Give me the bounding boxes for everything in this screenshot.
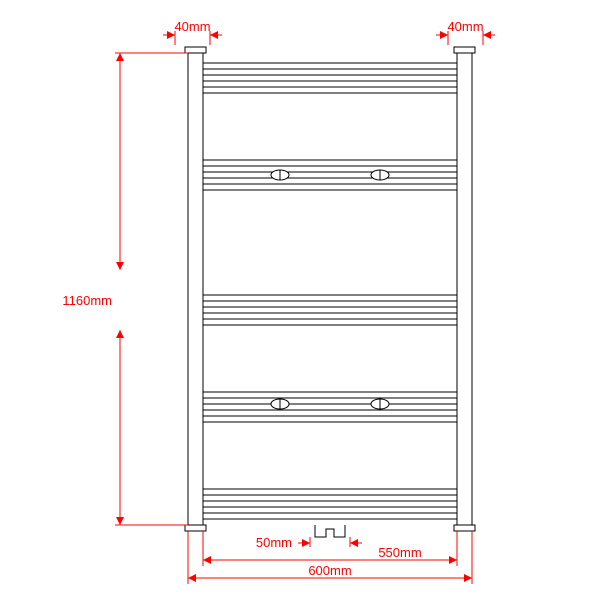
dim-label: 600mm <box>308 563 351 578</box>
bottom-cap-left <box>185 525 206 531</box>
dim-height-label: 1160mm <box>62 293 112 308</box>
bottom-cap-right <box>454 525 475 531</box>
top-cap-right <box>454 47 475 53</box>
top-cap-left <box>185 47 206 53</box>
dim-label: 40mm <box>174 19 210 34</box>
left-post <box>188 53 203 525</box>
dim-label: 550mm <box>378 545 421 560</box>
dim-center-label: 50mm <box>256 535 292 550</box>
right-post <box>457 53 472 525</box>
center-outlet <box>315 525 345 537</box>
dim-label: 40mm <box>447 19 483 34</box>
